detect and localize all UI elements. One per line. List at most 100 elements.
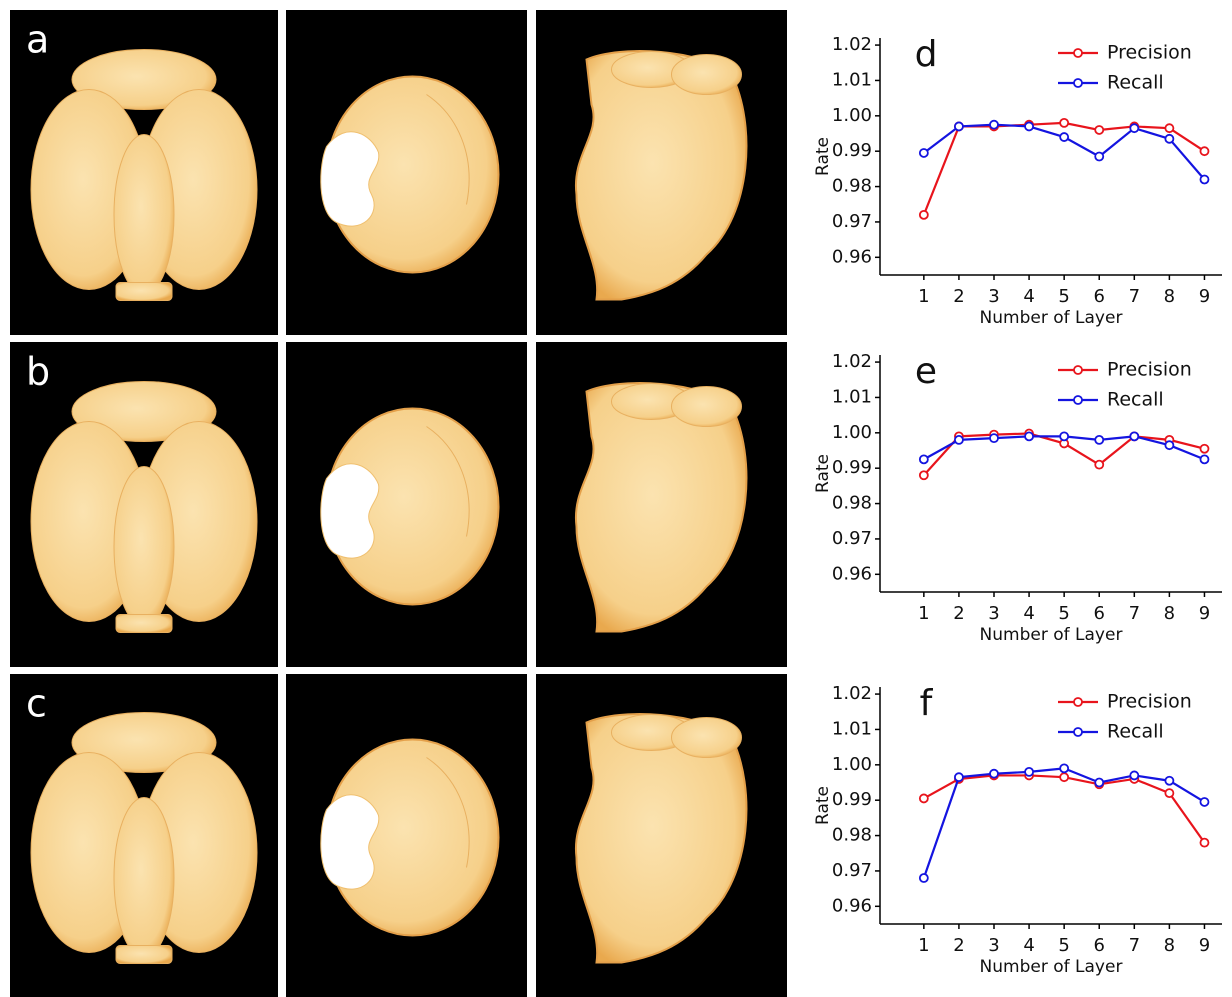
point [1059,117,1070,128]
y-tick-label: 1.00 [832,422,872,443]
legend-label: Precision [1107,42,1192,64]
point [1024,766,1034,777]
y-axis-label: Rate [813,454,833,493]
x-tick-label: 1 [918,603,929,624]
x-tick-label: 4 [1023,935,1034,956]
point [1094,125,1105,135]
panel-label: f [920,683,934,724]
x-tick-label: 5 [1058,286,1069,307]
x-tick-label: 2 [953,603,964,624]
point [918,148,929,158]
x-tick-label: 5 [1058,603,1069,624]
point [1164,440,1175,451]
x-tick-label: 9 [1199,286,1210,307]
point [918,873,929,883]
point [954,772,964,783]
point [1164,788,1175,799]
point [1199,146,1210,157]
y-tick-label: 1.01 [832,386,872,407]
point [1199,454,1210,465]
point [1094,434,1105,445]
series-line [922,767,1206,879]
x-tick-label: 6 [1094,603,1105,624]
x-tick-label: 8 [1164,603,1175,624]
point [954,121,964,132]
point [1094,777,1105,788]
x-tick-label: 7 [1129,286,1140,307]
point [1199,443,1210,454]
series-line [923,774,1206,844]
legend-marker [1073,48,1083,58]
legend-label: Recall [1107,721,1164,743]
point [989,119,999,130]
x-axis-label: Number of Layer [980,957,1123,977]
y-tick-label: 1.01 [832,718,872,739]
x-tick-label: 3 [988,603,999,624]
point [918,454,929,465]
legend-label: Recall [1107,72,1164,94]
x-tick-label: 6 [1094,935,1105,956]
point [1199,797,1210,807]
x-tick-label: 6 [1094,286,1105,307]
point [1164,775,1175,786]
x-tick-label: 2 [953,286,964,307]
image-grid: a b c [10,10,787,997]
point [1094,151,1105,162]
panel-label: c [26,682,47,726]
y-tick-label: 0.98 [832,825,872,846]
point [1059,132,1070,142]
y-tick-label: 0.96 [832,895,872,916]
panel-label: b [26,350,50,394]
panel-label: a [26,18,49,62]
point [1129,431,1140,442]
y-tick-label: 0.99 [832,140,872,161]
x-tick-label: 4 [1023,286,1034,307]
point [1059,772,1070,783]
point [1024,121,1034,132]
x-tick-label: 1 [918,935,929,956]
point [1059,431,1070,442]
x-tick-label: 9 [1199,603,1210,624]
y-tick-label: 0.99 [832,789,872,810]
y-axis-label: Rate [813,786,833,825]
y-tick-label: 0.96 [832,563,872,584]
x-tick-label: 9 [1199,935,1210,956]
point [1094,459,1105,470]
y-tick-label: 0.97 [832,528,872,549]
point [1129,770,1140,781]
legend-label: Recall [1107,389,1164,411]
x-tick-label: 8 [1164,935,1175,956]
x-tick-label: 3 [988,935,999,956]
x-tick-label: 8 [1164,286,1175,307]
point [1199,837,1210,848]
legend-marker [1073,727,1083,737]
point [1164,123,1175,134]
point [918,793,929,804]
x-axis-label: Number of Layer [980,308,1123,328]
legend-marker [1073,697,1083,707]
y-tick-label: 0.99 [832,457,872,478]
x-tick-label: 5 [1058,935,1069,956]
y-tick-label: 0.97 [832,860,872,881]
y-tick-label: 1.00 [832,754,872,775]
x-axis-label: Number of Layer [980,625,1123,645]
point [1199,174,1210,185]
y-tick-label: 1.00 [832,105,872,126]
legend-label: Precision [1107,359,1192,381]
legend-marker [1073,78,1083,88]
x-tick-label: 7 [1129,603,1140,624]
panel-label: e [915,351,937,392]
y-axis-label: Rate [813,137,833,176]
x-tick-label: 1 [918,286,929,307]
x-tick-label: 3 [988,286,999,307]
y-tick-label: 0.98 [832,176,872,197]
y-tick-label: 1.02 [832,351,872,372]
y-tick-label: 1.01 [832,69,872,90]
point [918,470,929,481]
y-tick-label: 1.02 [832,34,872,55]
y-tick-label: 0.97 [832,211,872,232]
point [1129,123,1140,134]
point [1024,431,1034,442]
y-tick-label: 1.02 [832,683,872,704]
